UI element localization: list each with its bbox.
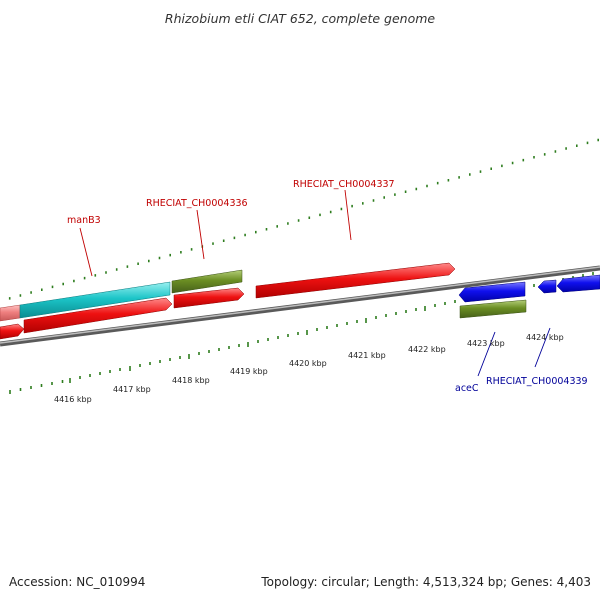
- scale-label: 4423 kbp: [467, 339, 505, 348]
- leader-rheciat-ch0004336: [196, 209, 205, 260]
- scale-label: 4416 kbp: [54, 395, 92, 404]
- leader-rheciat-ch0004337: [344, 189, 352, 241]
- gene-red-partial-left[interactable]: [0, 323, 25, 340]
- gene-olive-reverse[interactable]: [459, 299, 527, 319]
- gene-manb3[interactable]: [19, 281, 171, 319]
- gene-labels: manB3 RHECIAT_CH0004336 RHECIAT_CH000433…: [67, 179, 588, 394]
- scale-label: 4422 kbp: [408, 345, 446, 354]
- scale-label: 4420 kbp: [289, 359, 327, 368]
- scale-label: 4417 kbp: [113, 385, 151, 394]
- genome-backbone: [0, 265, 600, 347]
- label-manb3: manB3: [67, 215, 101, 226]
- scale-label: 4424 kbp: [526, 333, 564, 342]
- gene-rheciat-ch0004339[interactable]: [556, 274, 600, 293]
- gene-leader-lines: [79, 189, 551, 377]
- scale-label: 4418 kbp: [172, 376, 210, 385]
- forward-genes: [0, 262, 456, 322]
- label-rheciat-ch0004337: RHECIAT_CH0004337: [293, 179, 395, 190]
- leader-manb3: [79, 227, 93, 277]
- gene-acec[interactable]: [458, 281, 526, 303]
- gene-red-long[interactable]: [23, 297, 173, 334]
- label-rheciat-ch0004339: RHECIAT_CH0004339: [486, 376, 588, 387]
- map-title: Rhizobium etli CIAT 652, complete genome: [165, 11, 435, 26]
- genome-backbone-highlight: [0, 266, 600, 344]
- leader-acec: [477, 331, 496, 377]
- scale-label: 4419 kbp: [230, 367, 268, 376]
- scale-labels: 4416 kbp 4417 kbp 4418 kbp 4419 kbp 4420…: [54, 333, 564, 404]
- reverse-genes: [458, 274, 600, 319]
- gene-red-short[interactable]: [173, 287, 245, 309]
- leader-rheciat-ch0004339: [534, 327, 551, 368]
- gene-rheciat-ch0004336[interactable]: [171, 269, 243, 294]
- genome-summary-text: Topology: circular; Length: 4,513,324 bp…: [260, 575, 591, 589]
- label-rheciat-ch0004336: RHECIAT_CH0004336: [146, 198, 248, 209]
- gene-pink-partial[interactable]: [0, 304, 21, 322]
- label-acec: aceC: [455, 383, 479, 394]
- forward-genes-track-2: [0, 287, 245, 340]
- accession-text: Accession: NC_010994: [9, 575, 145, 589]
- gene-blue-small[interactable]: [537, 279, 557, 294]
- gene-rheciat-ch0004337[interactable]: [255, 262, 456, 299]
- scale-label: 4421 kbp: [348, 351, 386, 360]
